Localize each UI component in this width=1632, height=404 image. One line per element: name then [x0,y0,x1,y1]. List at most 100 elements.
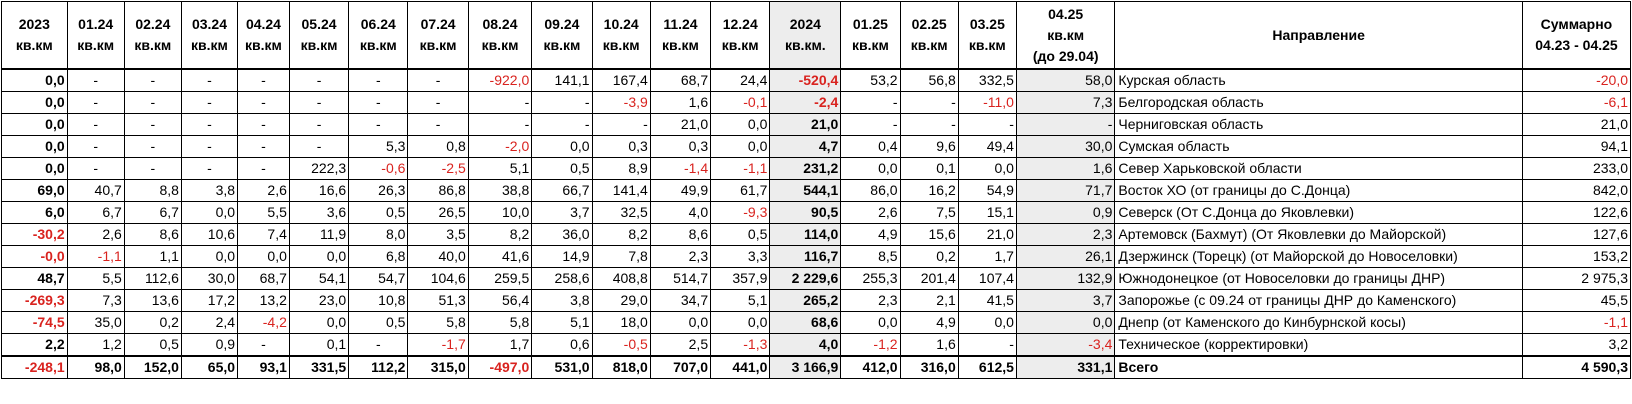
value-cell: 68,6 [769,311,842,334]
value-cell: -1,7 [407,333,469,357]
table-row: -74,5 35,0 0,2 2,4 -4,2 0,0 0,5 5,8 5,8 5,1 18,0 0,… [1,311,1632,334]
column-header: 05.24 кв.км [288,1,350,70]
value-cell: 132,9 [1015,267,1116,290]
total-cell: 122,6 [1521,201,1632,224]
value-cell: 0,5 [710,223,771,246]
value-cell: -922,0 [467,68,533,92]
value-cell: 65,0 [180,355,239,379]
value-cell: 11,9 [288,223,350,246]
column-header-line: 04.24 [245,16,281,32]
value-cell: - [180,91,239,114]
value-cell: 0,0 [180,245,239,268]
value-cell: - [1015,113,1116,136]
value-cell: 7,8 [591,245,651,268]
value-cell: 13,2 [237,289,290,312]
value-cell: - [531,91,593,114]
total-row: -248,1 98,0 152,0 65,0 93,1 331,5 112,2 315,0 -4… [1,355,1632,379]
value-cell: - [123,91,182,114]
direction-cell: Техническое (корректировки) [1114,333,1523,357]
value-cell: 15,1 [957,201,1017,224]
column-header: 09.24 кв.км [531,1,593,70]
value-cell: 357,9 [710,267,771,290]
direction-cell: Курская область [1114,68,1523,92]
column-header: 10.24 кв.км [591,1,651,70]
column-header-line: 02.25 [911,16,947,32]
value-cell: 104,6 [407,267,469,290]
value-cell: 7,3 [1015,91,1116,114]
value-cell: 114,0 [769,223,842,246]
column-header: 2024 кв.км. [769,1,842,70]
value-cell: 0,0 [710,311,771,334]
value-cell: 3,3 [710,245,771,268]
column-header-line: 01.25 [852,16,888,32]
value-cell: - [467,91,533,114]
value-cell: - [348,113,409,136]
value-cell: 49,4 [957,135,1017,158]
value-cell: 6,7 [66,201,125,224]
total-cell: 4 590,3 [1521,355,1632,379]
value-cell: 2,6 [237,179,290,202]
column-header: 02.24 кв.км [123,1,182,70]
value-cell: 6,0 [1,201,68,224]
value-cell: 21,0 [769,113,842,136]
value-cell: 7,3 [66,289,125,312]
value-cell: 61,7 [710,179,771,202]
value-cell: - [407,113,469,136]
value-cell: 24,4 [710,68,771,92]
value-cell: - [899,91,959,114]
direction-cell: Северск (От С.Донца до Яковлевки) [1114,201,1523,224]
value-cell: 8,2 [591,223,651,246]
value-cell: -2,5 [407,157,469,180]
value-cell: 93,1 [237,355,290,379]
value-cell: 141,1 [531,68,593,92]
value-cell: 26,1 [1015,245,1116,268]
value-cell: 8,2 [467,223,533,246]
value-cell: 2,6 [840,201,901,224]
column-header: 07.24 кв.км [407,1,469,70]
direction-cell: Артемовск (Бахмут) (От Яковлевки до Майо… [1114,223,1523,246]
column-header-line: кв.км [419,37,457,53]
value-cell: 5,8 [467,311,533,334]
value-cell: 23,0 [288,289,350,312]
value-cell: - [180,135,239,158]
table-row: 0,0- - - - - - - - - -21,0 0,0 21,0- - - - Черниговская… [1,113,1632,136]
value-cell: -2,0 [467,135,533,158]
value-cell: 544,1 [769,179,842,202]
value-cell: - [180,113,239,136]
column-header-line: кв.км [968,37,1006,53]
value-cell: - [180,157,239,180]
total-cell: 45,5 [1521,289,1632,312]
value-cell: 71,7 [1015,179,1116,202]
value-cell: 8,9 [591,157,651,180]
value-cell: 0,1 [288,333,350,357]
value-cell: -1,1 [66,245,125,268]
value-cell: 0,0 [288,311,350,334]
value-cell: 2,3 [649,245,712,268]
value-cell: -269,3 [1,289,68,312]
table-row: -269,3 7,3 13,6 17,2 13,2 23,0 10,8 51,3 56,4 3,8… [1,289,1632,312]
value-cell: 408,8 [591,267,651,290]
table-row: 48,7 5,5 112,6 30,0 68,7 54,1 54,7 104,6 259,5 25… [1,267,1632,290]
value-cell: 4,0 [649,201,712,224]
total-cell: -20,0 [1521,68,1632,92]
value-cell: 316,0 [899,355,959,379]
value-cell: 36,0 [531,223,593,246]
value-cell: 0,0 [840,311,901,334]
value-cell: - [66,157,125,180]
column-header-line: 01.24 [78,16,114,32]
value-cell: - [288,113,350,136]
direction-cell: Южнодонецкое (от Новоселовки до границы … [1114,267,1523,290]
value-cell: 258,6 [531,267,593,290]
direction-cell: Сумская область [1114,135,1523,158]
column-header-line: кв.км [77,37,115,53]
territory-table: 2023 кв.км 01.24 кв.км 02.24 кв.км 03.24 кв.км 0… [1,1,1632,379]
value-cell: 2 229,6 [769,267,842,290]
value-cell: - [237,91,290,114]
value-cell: 18,0 [591,311,651,334]
value-cell: 3,8 [180,179,239,202]
value-cell: 4,7 [769,135,842,158]
value-cell: 0,0 [180,201,239,224]
value-cell: 2,6 [66,223,125,246]
value-cell: 54,7 [348,267,409,290]
value-cell: 0,0 [710,113,771,136]
